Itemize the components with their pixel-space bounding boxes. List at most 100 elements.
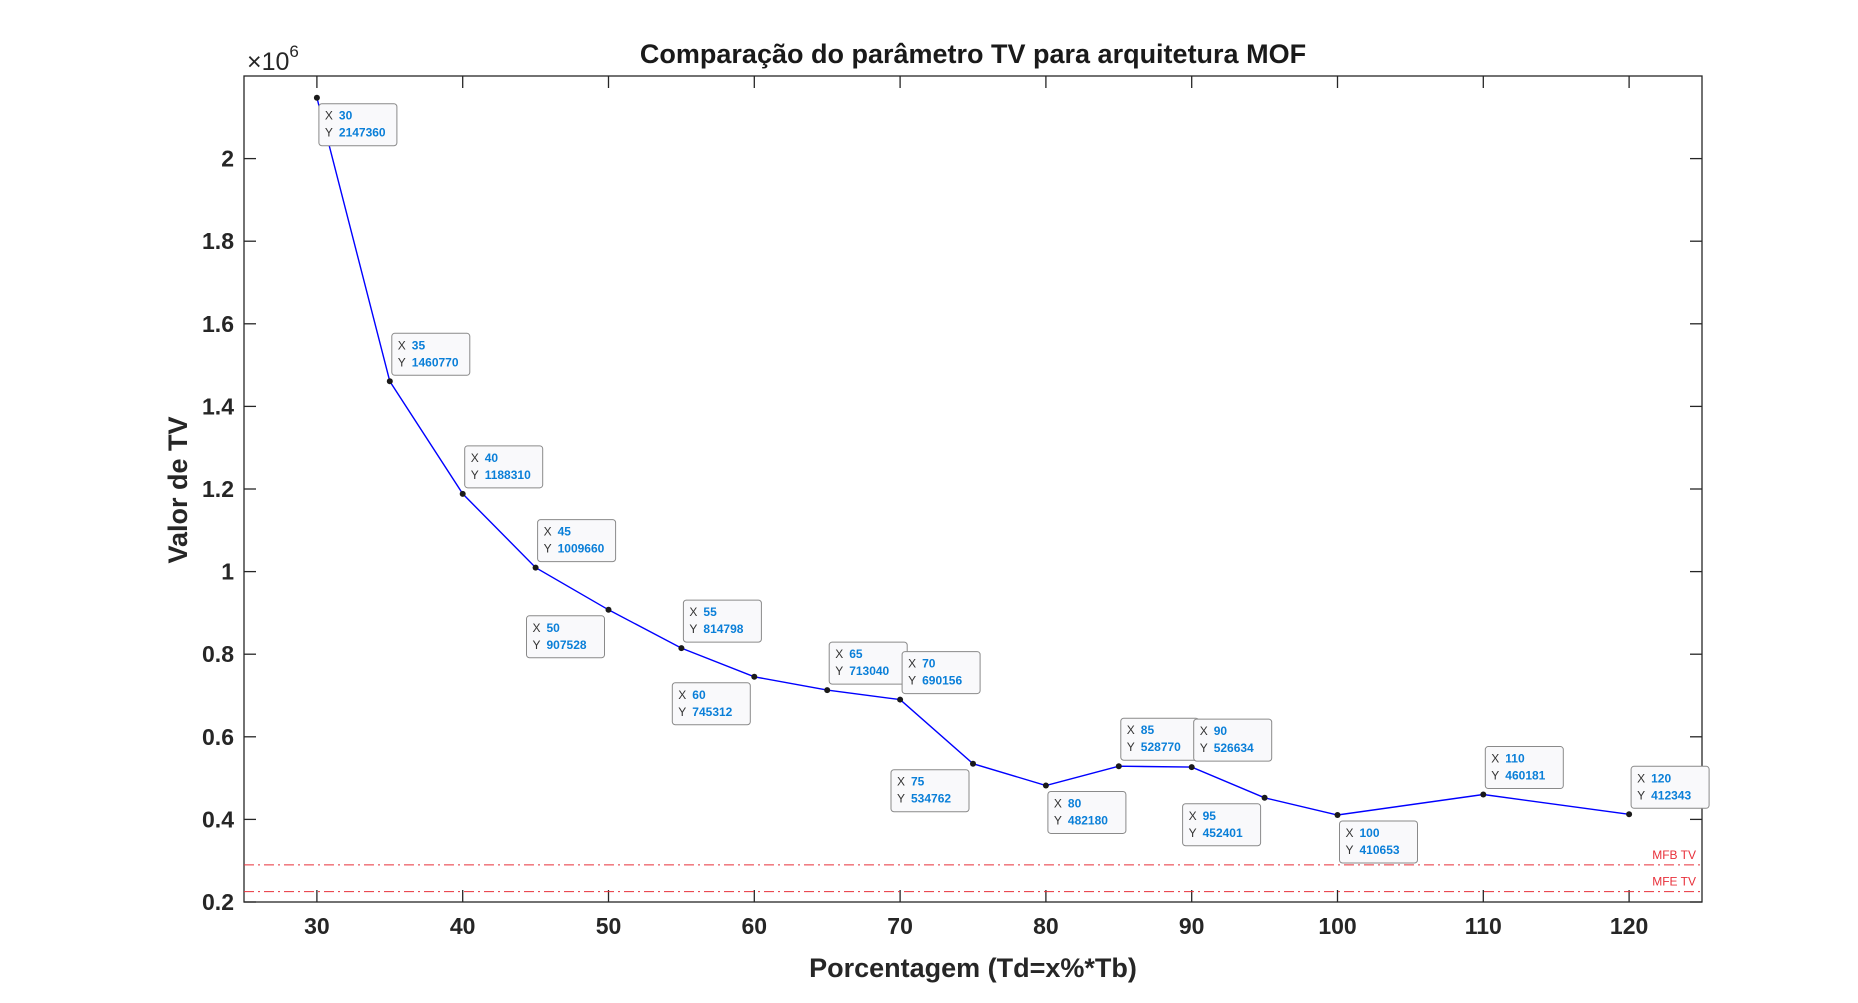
- data-tip-box: [671, 682, 751, 726]
- data-tip[interactable]: X 40 Y 1188310: [464, 445, 544, 489]
- data-tip-y-key: Y: [1637, 788, 1645, 802]
- data-tip-x-key: X: [544, 525, 552, 539]
- data-tip[interactable]: X 90 Y 526634: [1193, 718, 1273, 762]
- x-tick-label: 110: [1465, 913, 1502, 939]
- data-tip-x-key: X: [1200, 724, 1208, 738]
- reference-line-label: MFE TV: [1652, 875, 1696, 889]
- data-tip-y-key: Y: [1491, 769, 1499, 783]
- data-tip[interactable]: X 120 Y 412343: [1630, 765, 1710, 809]
- y-tick-label: 1.6: [202, 311, 234, 337]
- data-tip-y-value: 713040: [849, 664, 889, 678]
- data-tip-box: [1047, 790, 1127, 834]
- data-point: [459, 490, 466, 497]
- data-tip-y-value: 1009660: [558, 542, 605, 556]
- data-tip[interactable]: X 60 Y 745312: [671, 682, 751, 726]
- data-tip-x-key: X: [1189, 809, 1197, 823]
- x-tick-label: 70: [887, 913, 913, 939]
- x-tick-label: 100: [1318, 913, 1356, 939]
- data-tip[interactable]: X 35 Y 1460770: [391, 332, 471, 376]
- data-tip[interactable]: X 70 Y 690156: [901, 651, 981, 695]
- data-tip[interactable]: X 55 Y 814798: [682, 599, 762, 643]
- data-tip-x-value: 60: [692, 688, 706, 702]
- axis-ticks: 30 40 50 60 70 80 90 100 110 120 0.2 0.4 0.6 0.8 1 1.2 1…: [202, 76, 1702, 939]
- data-tip-box: [682, 599, 762, 643]
- data-tip[interactable]: X 80 Y 482180: [1047, 790, 1127, 834]
- data-tip-box: [1484, 746, 1564, 790]
- data-tip-box: [901, 651, 981, 695]
- data-tip-y-value: 690156: [922, 674, 962, 688]
- data-point: [897, 696, 904, 703]
- data-tip-box: [464, 445, 544, 489]
- data-tip-x-value: 95: [1203, 809, 1217, 823]
- data-tip-x-value: 70: [922, 657, 936, 671]
- data-tip-y-key: Y: [1189, 826, 1197, 840]
- data-tip-box: [526, 615, 605, 659]
- data-series: [313, 94, 1633, 819]
- data-tip-x-value: 50: [547, 621, 561, 635]
- data-tip-x-key: X: [678, 688, 686, 702]
- data-tip-x-key: X: [1054, 796, 1062, 810]
- data-tip-y-key: Y: [398, 355, 406, 369]
- data-point: [605, 606, 612, 613]
- data-tip-x-key: X: [398, 338, 406, 352]
- data-tip-x-key: X: [835, 647, 843, 661]
- data-tip-box: [1630, 765, 1710, 809]
- y-tick-label: 2: [221, 146, 234, 172]
- data-tip-y-value: 526634: [1214, 741, 1254, 755]
- data-tip-y-key: Y: [678, 705, 686, 719]
- data-tip[interactable]: X 75 Y 534762: [890, 769, 970, 813]
- data-tip-box: [537, 519, 617, 563]
- data-tip-y-value: 528770: [1141, 740, 1181, 754]
- data-tip-y-key: Y: [325, 126, 333, 140]
- data-tip-y-key: Y: [1200, 741, 1208, 755]
- data-tip[interactable]: X 95 Y 452401: [1182, 803, 1262, 847]
- y-exponent-label: ×106: [247, 42, 299, 76]
- data-tip-y-value: 482180: [1068, 813, 1108, 827]
- data-tip-y-key: Y: [1346, 843, 1354, 857]
- data-point: [1480, 791, 1487, 798]
- data-tips[interactable]: X 30 Y 2147360 X 35 Y 1460770 X 40 Y 1188310 X 45 Y 100…: [318, 103, 1710, 864]
- data-tip[interactable]: X 85 Y 528770: [1120, 717, 1200, 761]
- data-point: [1188, 764, 1195, 771]
- data-tip-y-value: 1188310: [485, 468, 531, 482]
- data-tip-y-value: 412343: [1651, 788, 1691, 802]
- data-tip-x-value: 30: [339, 109, 353, 123]
- data-tip-x-value: 100: [1360, 826, 1380, 840]
- data-tip-y-value: 534762: [911, 792, 951, 806]
- data-point: [1626, 811, 1633, 818]
- y-tick-label: 0.4: [202, 806, 234, 832]
- data-tip[interactable]: X 45 Y 1009660: [537, 519, 617, 563]
- data-point: [532, 564, 539, 571]
- data-point: [1334, 812, 1341, 819]
- plot-area: [243, 75, 1703, 903]
- data-tip-y-value: 814798: [703, 622, 743, 636]
- data-tip[interactable]: X 50 Y 907528: [526, 615, 605, 659]
- data-tip-x-value: 40: [485, 451, 499, 465]
- x-tick-label: 30: [304, 913, 330, 939]
- data-tip-box: [890, 769, 970, 813]
- x-tick-label: 120: [1610, 913, 1648, 939]
- data-tip-box: [1339, 820, 1418, 864]
- data-tip-x-value: 80: [1068, 796, 1082, 810]
- x-tick-label: 80: [1033, 913, 1059, 939]
- data-tip[interactable]: X 100 Y 410653: [1339, 820, 1418, 864]
- data-tip-x-key: X: [1127, 723, 1135, 737]
- data-point: [824, 687, 831, 694]
- x-tick-label: 90: [1179, 913, 1205, 939]
- x-tick-label: 50: [596, 913, 622, 939]
- data-tip-y-key: Y: [471, 468, 479, 482]
- data-tip-y-key: Y: [908, 674, 916, 688]
- y-tick-label: 1: [221, 559, 234, 585]
- data-tip[interactable]: X 110 Y 460181: [1484, 746, 1564, 790]
- y-tick-label: 0.6: [202, 724, 234, 750]
- data-tip[interactable]: X 30 Y 2147360: [318, 103, 398, 147]
- data-tip-x-key: X: [1637, 771, 1645, 785]
- data-tip-x-key: X: [325, 109, 333, 123]
- data-point: [313, 94, 320, 101]
- data-tip-y-key: Y: [897, 792, 905, 806]
- data-tip-y-key: Y: [544, 542, 552, 556]
- data-tip[interactable]: X 65 Y 713040: [828, 641, 908, 685]
- data-tip-y-value: 460181: [1505, 769, 1545, 783]
- y-axis-label: Valor de TV: [163, 416, 193, 563]
